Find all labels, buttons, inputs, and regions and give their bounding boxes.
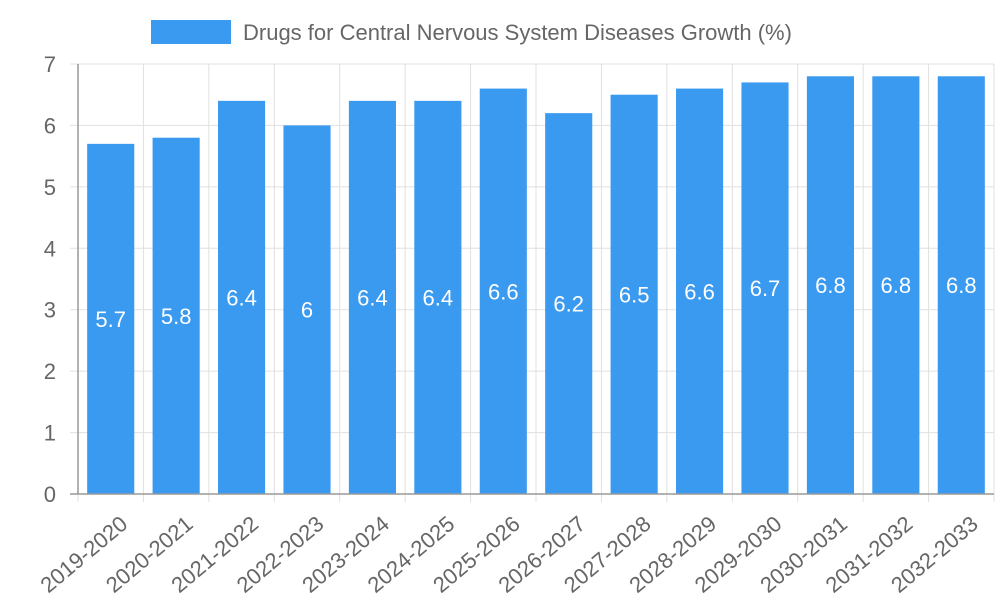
bar-value-label: 6.6: [684, 279, 715, 304]
y-tick-label: 2: [44, 359, 56, 384]
bar-value-label: 6.4: [226, 285, 257, 310]
bar-value-label: 5.8: [161, 304, 192, 329]
y-tick-label: 0: [44, 482, 56, 507]
bar: [218, 100, 266, 494]
bars: [87, 76, 985, 495]
bar: [348, 100, 396, 494]
bar: [414, 100, 462, 494]
bar-value-label: 6.8: [815, 273, 846, 298]
bar-labels: 5.7 5.8 6.4 6 6.4 6.4 6.6 6.2 6.5 6.6 6.7 6.8 6.8 6.8: [95, 273, 976, 332]
y-tick-label: 3: [44, 298, 56, 323]
bar: [937, 76, 985, 495]
bar-value-label: 6.2: [553, 292, 584, 317]
axes: [70, 64, 994, 495]
bar: [152, 137, 200, 494]
grid: [70, 63, 995, 502]
bar: [741, 82, 789, 494]
bar-value-label: 6: [301, 298, 313, 323]
bar: [545, 113, 593, 495]
bar: [479, 88, 527, 495]
bar-value-label: 6.6: [488, 279, 519, 304]
bar-value-label: 5.7: [95, 307, 126, 332]
y-tick-label: 5: [44, 175, 56, 200]
legend: Drugs for Central Nervous System Disease…: [151, 20, 792, 45]
y-tick-label: 6: [44, 113, 56, 138]
legend-swatch: [151, 20, 231, 44]
legend-label: Drugs for Central Nervous System Disease…: [243, 20, 792, 45]
bar: [872, 76, 920, 495]
bar: [283, 125, 331, 494]
bar-value-label: 6.8: [946, 273, 977, 298]
bar: [806, 76, 854, 495]
bar-value-label: 6.4: [423, 285, 454, 310]
bar: [610, 94, 658, 494]
y-tick-label: 4: [44, 236, 56, 261]
y-tick-label: 7: [44, 52, 56, 77]
bar-value-label: 6.7: [750, 276, 781, 301]
y-tick-label: 1: [44, 421, 56, 446]
bar: [676, 88, 724, 495]
bar: [87, 143, 135, 494]
bar-value-label: 6.5: [619, 282, 650, 307]
x-axis-ticks: 2019-20202020-20212021-20222022-20232023…: [36, 511, 983, 598]
bar-value-label: 6.4: [357, 285, 388, 310]
y-axis-ticks: 0 1 2 3 4 5 6 7: [44, 52, 56, 507]
bar-value-label: 6.8: [881, 273, 912, 298]
